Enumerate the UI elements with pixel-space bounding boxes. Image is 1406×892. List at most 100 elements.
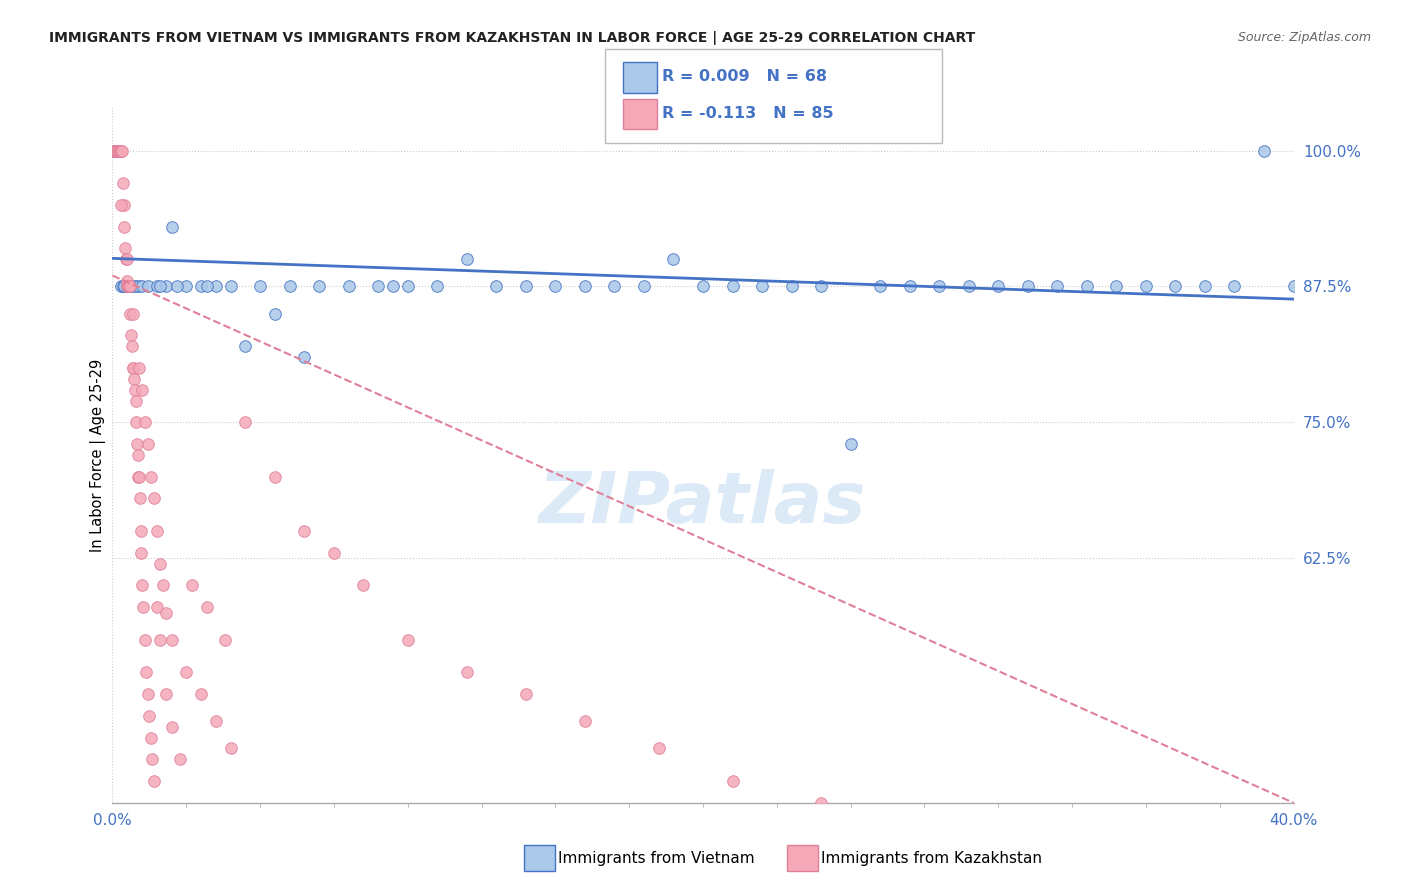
Point [111, 176, 134, 190]
Point [132, 600, 155, 615]
Point [120, 279, 142, 293]
Point [111, 144, 134, 158]
Point [104, 144, 127, 158]
Point [107, 144, 129, 158]
Point [146, 524, 169, 538]
Point [108, 144, 131, 158]
Point [124, 393, 146, 408]
Point [1046, 279, 1069, 293]
Point [110, 198, 132, 212]
Point [139, 731, 162, 745]
Point [662, 252, 685, 267]
Point [544, 279, 567, 293]
Point [108, 144, 131, 158]
Point [118, 279, 141, 293]
Point [122, 361, 145, 376]
Point [110, 144, 132, 158]
Point [264, 307, 287, 321]
Point [114, 252, 136, 267]
Point [839, 437, 862, 451]
Point [127, 469, 149, 483]
Point [249, 279, 271, 293]
Point [1105, 279, 1128, 293]
Point [108, 144, 131, 158]
Point [1164, 279, 1187, 293]
Text: IMMIGRANTS FROM VIETNAM VS IMMIGRANTS FROM KAZAKHSTAN IN LABOR FORCE | AGE 25-29: IMMIGRANTS FROM VIETNAM VS IMMIGRANTS FR… [49, 31, 976, 45]
Point [103, 144, 125, 158]
Point [1194, 279, 1216, 293]
Point [149, 632, 172, 647]
Point [117, 279, 138, 293]
Point [367, 279, 389, 293]
Point [233, 339, 256, 353]
Point [352, 578, 374, 592]
Point [219, 279, 242, 293]
Point [104, 144, 127, 158]
Point [190, 279, 212, 293]
Point [136, 437, 159, 451]
Point [190, 687, 212, 701]
Point [127, 448, 149, 462]
Text: Immigrants from Vietnam: Immigrants from Vietnam [558, 851, 755, 865]
Point [692, 279, 714, 293]
Point [111, 279, 134, 293]
Point [131, 279, 153, 293]
Point [264, 469, 287, 483]
Point [292, 350, 315, 364]
Point [292, 524, 315, 538]
Point [166, 279, 188, 293]
Point [107, 144, 129, 158]
Point [181, 578, 204, 592]
Point [219, 741, 242, 756]
Point [382, 279, 405, 293]
Text: Source: ZipAtlas.com: Source: ZipAtlas.com [1237, 31, 1371, 45]
Point [633, 279, 655, 293]
Point [155, 606, 177, 620]
Point [1223, 279, 1246, 293]
Point [426, 279, 449, 293]
Point [515, 687, 537, 701]
Point [105, 144, 128, 158]
Point [928, 279, 950, 293]
Point [122, 279, 145, 293]
Point [128, 279, 150, 293]
Point [155, 279, 177, 293]
Point [110, 279, 132, 293]
Point [121, 339, 143, 353]
Point [780, 279, 803, 293]
Point [195, 600, 218, 615]
Point [152, 578, 174, 592]
Point [721, 774, 744, 789]
Point [396, 632, 419, 647]
Point [160, 219, 183, 234]
Point [278, 279, 301, 293]
Point [131, 578, 153, 592]
Point [131, 383, 153, 397]
Point [195, 279, 218, 293]
Text: ZIPatlas: ZIPatlas [540, 469, 866, 538]
Point [987, 279, 1010, 293]
Point [131, 546, 153, 560]
Point [117, 279, 139, 293]
Point [124, 383, 146, 397]
Point [456, 665, 478, 680]
Point [112, 279, 135, 293]
Point [136, 279, 159, 293]
Point [810, 279, 832, 293]
Point [1076, 279, 1098, 293]
Point [134, 415, 156, 429]
Point [125, 415, 148, 429]
Point [169, 752, 191, 766]
Point [134, 632, 156, 647]
Point [233, 415, 256, 429]
Point [149, 557, 172, 571]
Point [214, 632, 236, 647]
Point [139, 469, 162, 483]
Point [308, 279, 330, 293]
Point [105, 144, 128, 158]
Point [174, 665, 197, 680]
Point [112, 198, 135, 212]
Point [751, 279, 773, 293]
Point [104, 144, 127, 158]
Point [105, 144, 128, 158]
